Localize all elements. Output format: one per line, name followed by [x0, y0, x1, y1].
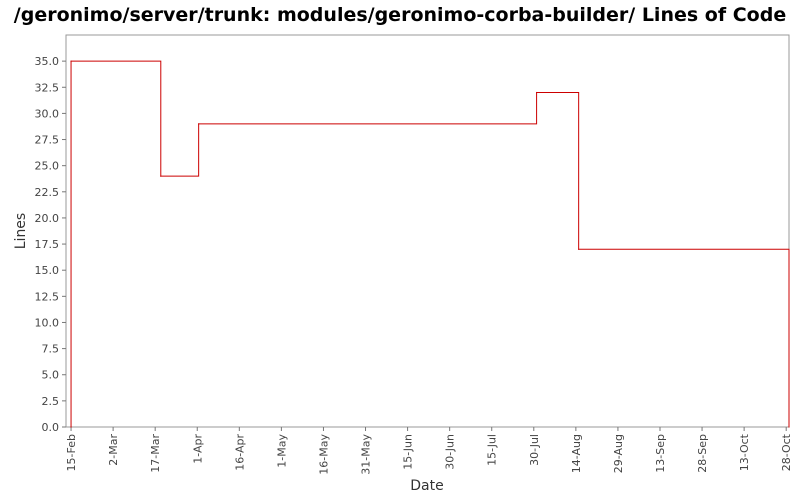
- x-tick-label: 30-Jun: [444, 434, 457, 470]
- chart-title: /geronimo/server/trunk: modules/geronimo…: [14, 4, 786, 26]
- y-tick-label: 20.0: [35, 212, 60, 225]
- y-tick-label: 35.0: [35, 55, 60, 68]
- y-tick-label: 12.5: [35, 290, 60, 303]
- x-tick-label: 28-Sep: [696, 434, 709, 473]
- x-tick-label: 14-Aug: [570, 434, 583, 473]
- x-tick-label: 28-Oct: [780, 433, 793, 471]
- y-tick-label: 10.0: [35, 316, 60, 329]
- y-tick-label: 5.0: [42, 369, 60, 382]
- x-axis: 15-Feb 2-Mar 17-Mar 1-Apr 16-Apr 1-May 16-May 3…: [65, 427, 793, 475]
- y-tick-label: 2.5: [42, 395, 60, 408]
- x-tick-label: 13-Sep: [654, 434, 667, 473]
- x-tick-label: 15-Jun: [402, 434, 415, 470]
- y-tick-label: 32.5: [35, 81, 60, 94]
- y-tick-label: 17.5: [35, 238, 60, 251]
- x-tick-label: 15-Feb: [65, 434, 78, 471]
- x-axis-label: Date: [410, 478, 443, 494]
- y-tick-label: 7.5: [42, 343, 60, 356]
- data-point: [70, 60, 72, 62]
- x-tick-label: 16-May: [317, 434, 330, 475]
- data-point: [578, 248, 580, 250]
- plot-area: [65, 34, 790, 428]
- y-axis-label: Lines: [13, 213, 29, 249]
- x-tick-label: 1-Apr: [191, 434, 204, 464]
- y-tick-label: 25.0: [35, 160, 60, 173]
- x-tick-label: 30-Jul: [528, 434, 541, 466]
- y-tick-label: 27.5: [35, 134, 60, 147]
- y-axis: 0.0 2.5 5.0 7.5 10.0 12.5 15.0 17.5 20.0 22.5 25.0…: [35, 55, 66, 434]
- data-point: [160, 175, 162, 177]
- data-point: [788, 426, 790, 428]
- x-tick-label: 15-Jul: [486, 434, 499, 466]
- data-point: [70, 426, 72, 428]
- y-tick-label: 30.0: [35, 107, 60, 120]
- y-tick-label: 22.5: [35, 186, 60, 199]
- data-point: [198, 123, 200, 125]
- y-tick-label: 15.0: [35, 264, 60, 277]
- x-tick-label: 1-May: [275, 434, 288, 468]
- x-tick-label: 16-Apr: [233, 434, 246, 471]
- x-tick-label: 2-Mar: [107, 434, 120, 466]
- x-tick-label: 29-Aug: [612, 434, 625, 473]
- x-tick-label: 13-Oct: [738, 433, 751, 471]
- y-tick-label: 0.0: [42, 421, 60, 434]
- data-point: [535, 91, 538, 94]
- x-tick-label: 31-May: [360, 434, 373, 475]
- series-group: [70, 60, 790, 428]
- series-line: [70, 60, 790, 427]
- x-tick-label: 17-Mar: [149, 434, 162, 473]
